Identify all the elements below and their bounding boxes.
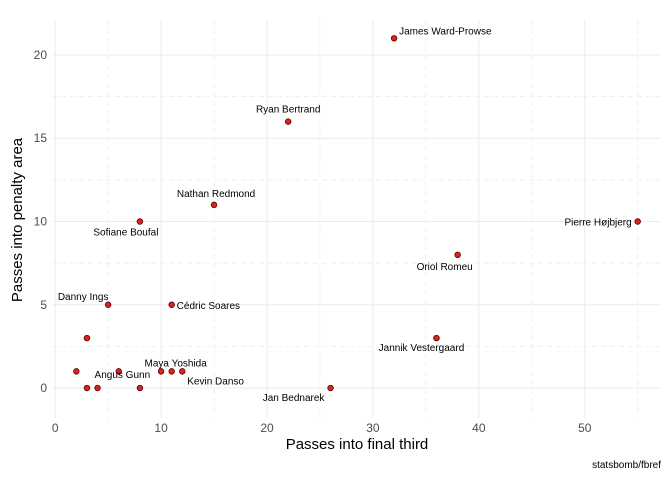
data-point (136, 384, 144, 392)
data-point (634, 218, 641, 225)
data-point (390, 35, 398, 42)
data-points (73, 35, 641, 392)
data-point (284, 118, 292, 125)
point-label: Cédric Soares (177, 301, 240, 312)
y-tick-label: 0 (40, 381, 47, 395)
data-point (454, 251, 461, 259)
point-label: Ryan Bertrand (256, 105, 320, 116)
point-labels: James Ward-Prowse Ryan Bertrand Nathan Red… (58, 26, 632, 404)
data-point (115, 368, 122, 375)
x-tick-label: 0 (52, 421, 59, 435)
data-point (157, 368, 165, 375)
point-label: Angus Gunn (95, 370, 151, 381)
data-point (136, 218, 144, 225)
point-label: Jannik Vestergaard (379, 343, 465, 354)
x-tick-label: 40 (472, 421, 486, 435)
x-tick-label: 20 (260, 421, 274, 435)
data-point (73, 368, 80, 375)
x-tick-label: 10 (154, 421, 168, 435)
data-point (168, 301, 175, 308)
data-point (433, 334, 440, 342)
y-tick-label: 5 (40, 298, 47, 312)
x-axis-ticks: 0 10 20 30 40 50 (52, 421, 592, 435)
point-label: Nathan Redmond (177, 189, 255, 200)
data-point (104, 301, 112, 308)
point-label: Kevin Danso (187, 376, 244, 387)
data-point (210, 201, 218, 209)
point-label: Jan Bednarek (263, 393, 326, 404)
point-label: Sofiane Boufal (93, 227, 158, 238)
point-label: Maya Yoshida (145, 358, 208, 369)
data-point (179, 368, 186, 375)
chart-caption: statsbomb/fbref (592, 460, 661, 471)
x-axis-title: Passes into final third (286, 436, 429, 453)
data-point (327, 384, 334, 392)
data-point (168, 368, 175, 375)
point-label: Danny Ings (58, 292, 109, 303)
x-tick-label: 50 (578, 421, 592, 435)
point-label: Oriol Romeu (417, 262, 473, 273)
grid-lines (52, 20, 661, 418)
y-axis-title: Passes into penalty area (9, 137, 26, 302)
y-tick-label: 15 (34, 131, 48, 145)
y-tick-label: 10 (34, 214, 48, 228)
point-label: James Ward-Prowse (399, 26, 492, 37)
x-tick-label: 30 (366, 421, 380, 435)
y-axis-ticks: 0 5 10 15 20 (34, 48, 48, 395)
data-point (83, 334, 91, 342)
data-point (83, 384, 91, 392)
y-tick-label: 20 (34, 48, 48, 62)
data-point (94, 384, 101, 392)
point-label: Pierre Højbjerg (564, 217, 631, 228)
